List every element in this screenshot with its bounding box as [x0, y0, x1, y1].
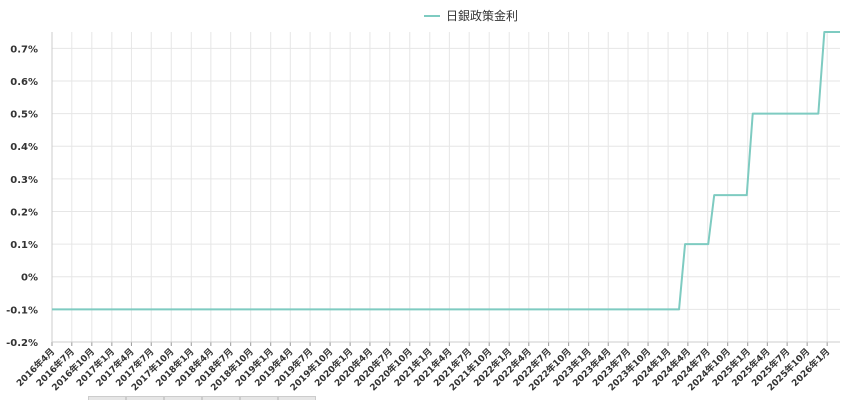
y-axis-ticks: -0.2% -0.1% 0% 0.1% 0.2% 0.3% 0.4% 0.5% 0.6% 0.7% — [6, 44, 38, 349]
y-tick-label: 0.3% — [10, 175, 38, 186]
grid — [51, 32, 840, 343]
scrollbar-segment[interactable] — [202, 396, 240, 400]
axes — [51, 32, 840, 346]
y-tick-label: 0.5% — [10, 110, 38, 121]
y-tick-label: 0.1% — [10, 240, 38, 251]
y-tick-label: -0.2% — [6, 338, 38, 349]
y-tick-label: 0.6% — [10, 77, 38, 88]
scrollbar-segment[interactable] — [278, 396, 316, 400]
legend[interactable]: 日銀政策金利 — [424, 8, 518, 23]
x-axis-ticks: 2016年4月2016年7月2016年10月2017年1月2017年4月2017… — [14, 346, 833, 394]
y-tick-label: 0.7% — [10, 44, 38, 55]
scrollbar-segment[interactable] — [88, 396, 126, 400]
scrollbar-segment[interactable] — [164, 396, 202, 400]
legend-label: 日銀政策金利 — [446, 8, 518, 23]
y-tick-label: 0% — [21, 273, 38, 284]
y-tick-label: 0.2% — [10, 207, 38, 218]
y-tick-label: -0.1% — [6, 305, 38, 316]
series-layer — [52, 31, 840, 311]
scrollbar-segment[interactable] — [240, 396, 278, 400]
y-tick-label: 0.4% — [10, 142, 38, 153]
series-line[interactable] — [52, 31, 840, 311]
scrollbar-segment[interactable] — [126, 396, 164, 400]
